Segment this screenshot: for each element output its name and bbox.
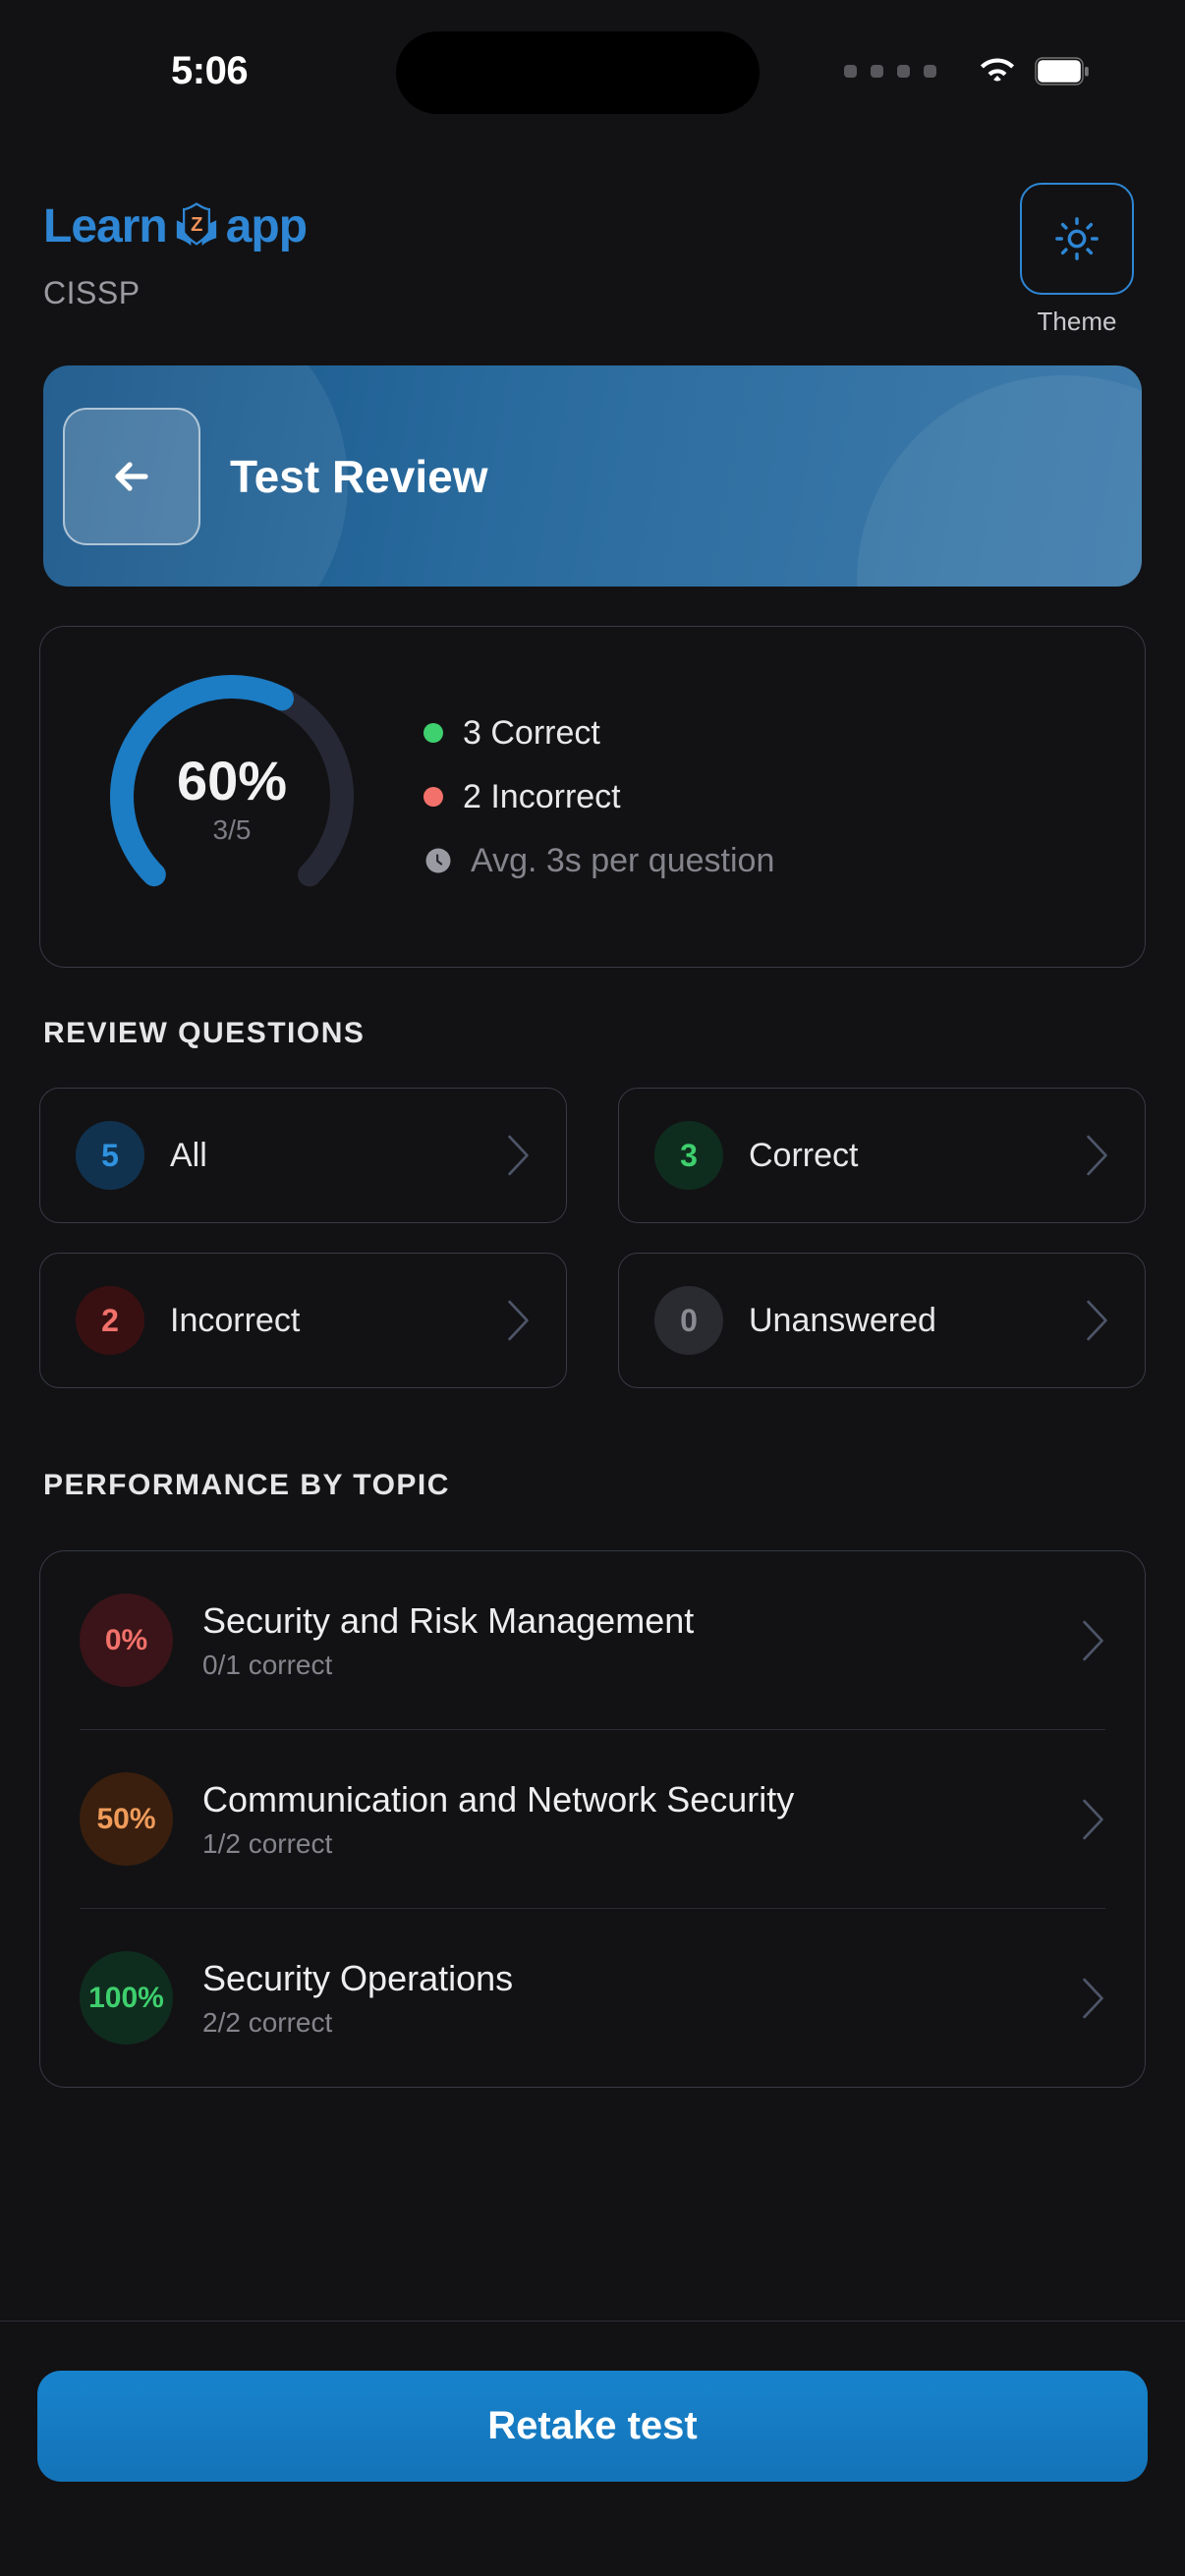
svg-text:Z: Z [191,214,202,236]
